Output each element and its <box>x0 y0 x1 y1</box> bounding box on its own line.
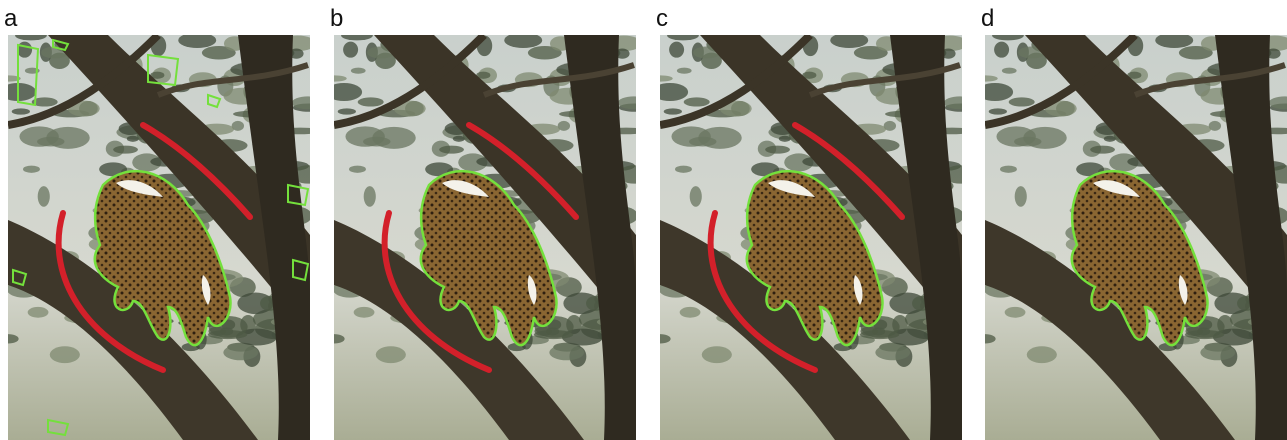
foliage <box>973 75 998 81</box>
figure: a b c d <box>0 0 1287 440</box>
foliage <box>178 33 216 48</box>
page: abcd (() => { const data = JSON.parse(do… <box>0 0 1287 440</box>
panel-label: a <box>4 5 18 32</box>
foliage <box>322 75 347 81</box>
foliage <box>649 334 670 343</box>
foliage <box>23 166 40 173</box>
foliage <box>765 146 790 154</box>
foliage <box>1185 330 1224 339</box>
foliage <box>669 42 684 58</box>
foliage <box>1027 346 1057 363</box>
photo-panel <box>322 31 651 440</box>
foliage <box>223 345 258 361</box>
foliage <box>349 166 366 173</box>
panel-label: b <box>330 5 343 32</box>
foliage <box>664 108 682 114</box>
foliage <box>12 108 30 114</box>
panel-label: c <box>656 5 668 32</box>
foliage <box>830 33 868 48</box>
foliage <box>875 345 910 361</box>
foliage <box>345 126 384 146</box>
foliage <box>376 346 406 363</box>
foliage <box>28 307 49 318</box>
foliage <box>354 307 375 318</box>
photo-panel <box>648 31 977 440</box>
foliage <box>1005 307 1026 318</box>
foliage <box>860 330 899 339</box>
foliage <box>504 33 542 48</box>
foliage <box>992 31 1024 41</box>
foliage <box>38 186 50 207</box>
foliage <box>680 307 701 318</box>
photo-panel <box>0 31 325 440</box>
foliage <box>534 330 573 339</box>
foliage <box>439 146 464 154</box>
foliage <box>618 96 651 109</box>
foliage <box>1015 186 1027 207</box>
foliage <box>343 42 358 58</box>
foliage <box>549 345 584 361</box>
foliage <box>364 186 376 207</box>
foliage <box>690 186 702 207</box>
foliage <box>1155 33 1193 48</box>
foliage <box>684 97 710 106</box>
foliage <box>323 334 344 343</box>
foliage <box>974 334 995 343</box>
foliage <box>358 97 384 106</box>
foliage <box>671 126 710 146</box>
foliage <box>667 31 699 41</box>
foliage <box>1090 146 1115 154</box>
foliage <box>652 83 688 101</box>
foliage <box>338 108 356 114</box>
foliage <box>989 108 1007 114</box>
foliage <box>675 166 692 173</box>
foliage <box>996 126 1035 146</box>
foliage <box>50 346 80 363</box>
foliage <box>1000 166 1017 173</box>
foliage <box>19 126 58 146</box>
foliage <box>944 96 977 109</box>
foliage <box>326 83 362 101</box>
foliage <box>15 31 47 41</box>
foliage <box>1200 345 1235 361</box>
photo-panel <box>973 31 1287 440</box>
foliage <box>648 75 673 81</box>
foliage <box>1009 97 1035 106</box>
foliage <box>351 68 366 74</box>
foliage <box>208 330 247 339</box>
foliage <box>702 346 732 363</box>
foliage <box>977 83 1013 101</box>
foliage <box>292 96 325 109</box>
foliage <box>113 146 138 154</box>
foliage <box>677 68 692 74</box>
foliage <box>341 31 373 41</box>
foliage <box>994 42 1009 58</box>
foliage <box>17 42 32 58</box>
foliage <box>1002 68 1017 74</box>
panel-label: d <box>981 5 994 32</box>
